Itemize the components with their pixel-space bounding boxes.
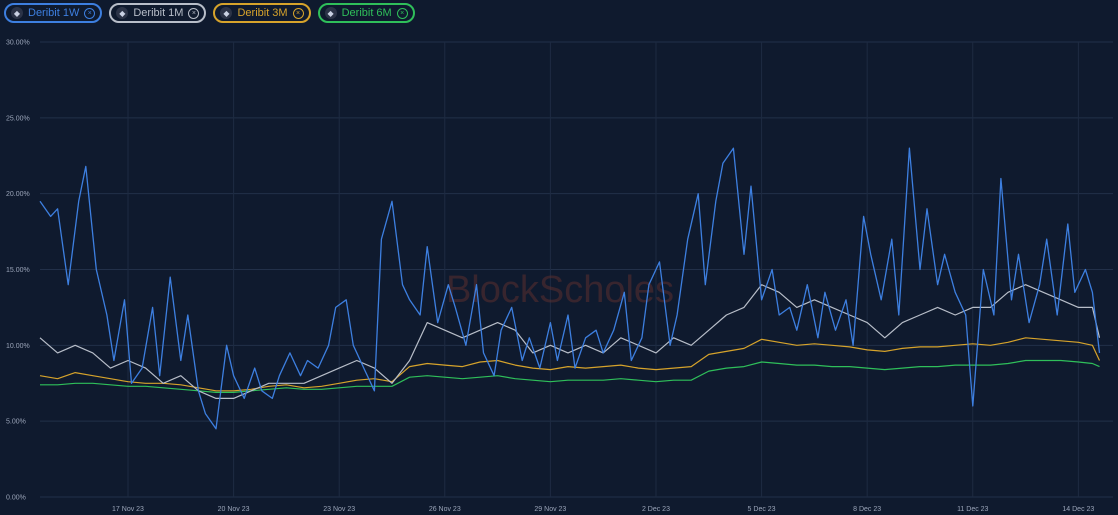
x-tick-label: 23 Nov 23 bbox=[323, 506, 355, 513]
x-tick-label: 8 Dec 23 bbox=[853, 506, 881, 513]
series-line-deribit-6m bbox=[40, 359, 1100, 393]
y-tick-label: 20.00% bbox=[6, 191, 30, 198]
y-tick-label: 25.00% bbox=[6, 115, 30, 122]
series-line-deribit-1w bbox=[39, 147, 1101, 430]
legend-label: Deribit 1W bbox=[28, 7, 80, 19]
ethereum-icon: ◆ bbox=[116, 7, 129, 19]
x-tick-label: 5 Dec 23 bbox=[748, 506, 776, 513]
legend-label: Deribit 6M bbox=[341, 7, 392, 19]
close-icon[interactable]: × bbox=[84, 7, 96, 19]
ethereum-icon: ◆ bbox=[324, 7, 337, 19]
x-tick-label: 29 Nov 23 bbox=[534, 506, 566, 513]
x-tick-label: 11 Dec 23 bbox=[957, 506, 988, 513]
x-tick-label: 26 Nov 23 bbox=[429, 506, 461, 513]
y-tick-label: 0.00% bbox=[6, 495, 26, 502]
series-line-deribit-1m bbox=[39, 284, 1101, 399]
legend-chip-deribit-6m[interactable]: ◆ Deribit 6M × bbox=[317, 3, 415, 23]
watermark-text: BlockScholes bbox=[446, 269, 674, 311]
legend: ◆ Deribit 1W × ◆ Deribit 1M × ◆ Deribit 3M × ◆ Der… bbox=[4, 3, 415, 25]
y-tick-label: 5.00% bbox=[6, 419, 26, 426]
ethereum-icon: ◆ bbox=[11, 7, 23, 19]
y-tick-label: 10.00% bbox=[6, 343, 30, 350]
y-tick-label: 30.00% bbox=[6, 40, 30, 47]
legend-chip-deribit-1m[interactable]: ◆ Deribit 1M × bbox=[109, 3, 207, 23]
legend-label: Deribit 1M bbox=[133, 7, 184, 19]
close-icon[interactable]: × bbox=[396, 7, 408, 19]
legend-chip-deribit-1w[interactable]: ◆ Deribit 1W × bbox=[4, 3, 103, 23]
ethereum-icon: ◆ bbox=[220, 7, 233, 19]
series-line-deribit-3m bbox=[39, 337, 1101, 392]
x-tick-label: 20 Nov 23 bbox=[218, 506, 250, 513]
x-tick-label: 17 Nov 23 bbox=[112, 506, 144, 513]
close-icon[interactable]: × bbox=[188, 7, 200, 19]
legend-chip-deribit-3m[interactable]: ◆ Deribit 3M × bbox=[213, 3, 311, 23]
y-tick-label: 15.00% bbox=[6, 267, 30, 274]
x-tick-label: 14 Dec 23 bbox=[1062, 506, 1094, 513]
legend-label: Deribit 3M bbox=[237, 7, 288, 19]
x-tick-label: 2 Dec 23 bbox=[642, 506, 670, 513]
close-icon[interactable]: × bbox=[292, 7, 304, 19]
